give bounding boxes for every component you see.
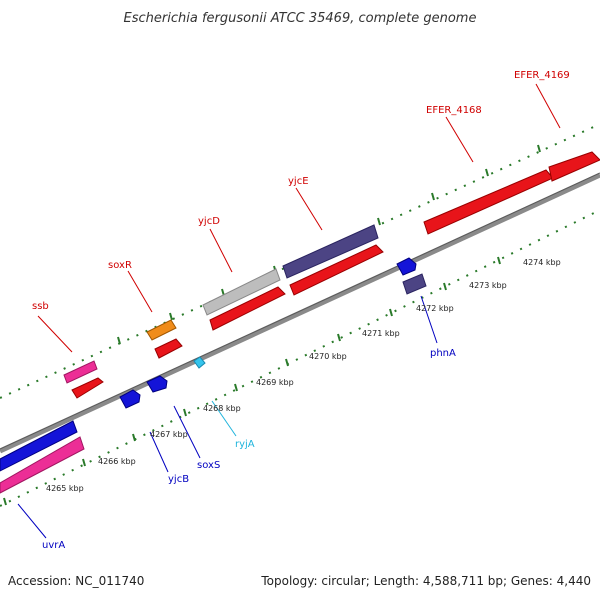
gene-soxS[interactable] — [146, 375, 168, 393]
tick-label: 4274 kbp — [523, 258, 561, 267]
gene-soxR[interactable] — [154, 338, 183, 359]
label-soxR: soxR — [108, 260, 132, 271]
gene-yjcD-grey[interactable] — [202, 268, 281, 316]
label-yjcE: yjcE — [288, 176, 309, 187]
reverse-strand-genes — [0, 257, 427, 494]
gene-ssb[interactable] — [63, 360, 98, 384]
label-EFER-4168: EFER_4168 — [426, 105, 482, 116]
gene-forward-red-1[interactable] — [71, 377, 104, 399]
feature-labels: ssb soxR yjcD yjcE EFER_4168 EFER_4169 u… — [32, 70, 570, 551]
genome-backbone — [0, 172, 600, 454]
gene-yjcE-purple[interactable] — [282, 224, 379, 279]
tick-label: 4272 kbp — [416, 304, 454, 313]
label-ssb: ssb — [32, 301, 49, 312]
genome-summary-text: Topology: circular; Length: 4,588,711 bp… — [260, 574, 591, 588]
map-title: Escherichia fergusonii ATCC 35469, compl… — [124, 11, 477, 26]
tick-label: 4268 kbp — [203, 404, 241, 413]
tick-label: 4269 kbp — [256, 378, 294, 387]
backbone-highlight — [0, 172, 600, 450]
label-uvrA: uvrA — [42, 540, 65, 551]
gene-yjcE[interactable] — [289, 244, 384, 296]
tick-label: 4267 kbp — [150, 430, 188, 439]
gene-phnA[interactable] — [402, 273, 427, 295]
gene-yjcD[interactable] — [209, 286, 286, 331]
gene-yjcB[interactable] — [119, 389, 141, 409]
tick-label: 4270 kbp — [309, 352, 347, 361]
gene-orange[interactable] — [146, 319, 177, 341]
forward-strand-genes — [63, 151, 600, 399]
tick-label: 4265 kbp — [46, 484, 84, 493]
gene-uvrA-pink[interactable] — [0, 436, 85, 494]
kbp-tick-labels: 4265 kbp 4266 kbp 4267 kbp 4268 kbp 4269… — [46, 258, 561, 493]
label-ryjA: ryjA — [235, 439, 255, 450]
label-leaders — [17, 83, 561, 539]
label-yjcB: yjcB — [168, 474, 189, 485]
gene-uvrA[interactable] — [0, 420, 78, 472]
label-soxS: soxS — [197, 460, 220, 471]
gene-EFER-4169[interactable] — [548, 151, 600, 182]
tick-label: 4273 kbp — [469, 281, 507, 290]
tick-label: 4271 kbp — [362, 329, 400, 338]
tick-label: 4266 kbp — [98, 457, 136, 466]
accession-text: Accession: NC_011740 — [8, 574, 144, 588]
gene-ryjA[interactable] — [193, 356, 206, 369]
label-phnA: phnA — [430, 348, 456, 359]
label-EFER-4169: EFER_4169 — [514, 70, 570, 81]
label-yjcD: yjcD — [198, 216, 220, 227]
lower-dotted-track — [0, 209, 600, 507]
gene-phnA-blue[interactable] — [396, 257, 417, 276]
